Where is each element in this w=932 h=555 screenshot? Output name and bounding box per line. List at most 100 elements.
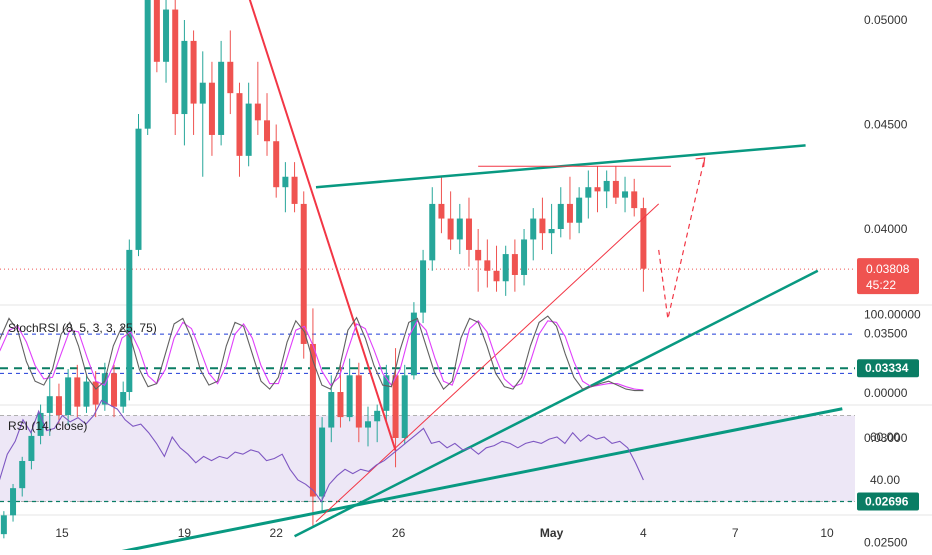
candle-body [291, 176, 298, 204]
candle [291, 162, 298, 213]
candle-body [337, 392, 344, 418]
candle-body [374, 410, 381, 422]
stochrsi-tick-label: 100.00000 [864, 308, 921, 322]
candle [65, 369, 72, 426]
rsi-band [0, 333, 855, 502]
candle-body [28, 435, 35, 461]
time-tick-label: 15 [55, 526, 69, 540]
candle-body [328, 392, 335, 428]
candle-body [465, 218, 472, 250]
candle-body [65, 377, 72, 416]
candle-body [557, 203, 564, 229]
candle [612, 166, 619, 204]
projection-path [658, 157, 706, 320]
candle-body [300, 203, 307, 344]
candle-body [410, 312, 417, 376]
candle [603, 170, 610, 209]
candle [622, 176, 629, 213]
candle-body [153, 0, 160, 62]
wedge-bottom-line [315, 203, 660, 522]
candle [502, 245, 509, 296]
candle-body [631, 191, 638, 209]
candle-body [46, 396, 53, 413]
candle [208, 61, 215, 156]
candle [264, 93, 271, 156]
candle-body [37, 412, 44, 436]
candle [10, 483, 17, 522]
candle [199, 51, 206, 177]
candle-body [566, 203, 573, 223]
candle [55, 383, 62, 424]
candle-body [74, 377, 81, 407]
candle-body [190, 40, 197, 104]
candle [585, 170, 592, 219]
candle [282, 162, 289, 213]
candle-body [346, 375, 353, 418]
candle [410, 302, 417, 380]
time-tick-label: 10 [820, 526, 834, 540]
candle [539, 197, 546, 250]
candle [254, 61, 261, 135]
candle-body [55, 396, 62, 416]
candle-body [208, 82, 215, 135]
candle [144, 0, 151, 135]
candle-body [236, 93, 243, 156]
candle-body [181, 40, 188, 115]
candle [640, 197, 647, 292]
candle-body [484, 260, 491, 271]
candle-body [144, 0, 151, 129]
candle [120, 381, 127, 413]
candle-body [548, 229, 555, 234]
candle-body [622, 191, 629, 198]
candle-body [530, 218, 537, 240]
stochrsi-label: StochRSI (8, 5, 3, 3, 25, 75) [8, 321, 157, 335]
time-tick-label: 7 [732, 526, 739, 540]
candle-body [254, 103, 261, 121]
candle [447, 191, 454, 250]
candle-body [502, 254, 509, 282]
candle [631, 178, 638, 217]
candle [548, 203, 555, 255]
candle [594, 166, 601, 213]
candle [135, 114, 142, 257]
candle [566, 176, 573, 240]
candle [465, 197, 472, 267]
rsi-tick-label: 60.00 [870, 430, 900, 444]
horizontal-levels [0, 268, 855, 503]
current-price-label-bg [857, 258, 919, 295]
candles [0, 0, 647, 539]
candle-body [264, 120, 271, 142]
time-tick-label: 4 [640, 526, 647, 540]
candle-body [603, 180, 610, 192]
candle-body [447, 218, 454, 240]
rsi-band-fill [0, 415, 855, 502]
candle-body [429, 203, 436, 261]
price-tick-label: 0.03500 [864, 327, 908, 341]
candle-body [92, 381, 99, 405]
candle [365, 406, 371, 447]
candle [484, 239, 491, 288]
candle-body [420, 260, 427, 313]
candle-body [0, 515, 7, 535]
trendline-drawings [96, 0, 843, 555]
rsi-line [0, 399, 644, 503]
candle [172, 0, 179, 135]
candle-body [101, 373, 108, 405]
candle-body [475, 249, 482, 261]
candle [374, 404, 381, 443]
candle-body [309, 343, 316, 497]
candle [153, 0, 160, 73]
candle-body [456, 218, 463, 240]
candle [355, 362, 362, 443]
time-tick-label: May [540, 526, 564, 540]
candle-body [521, 239, 528, 275]
channel-bottom-line [293, 269, 819, 538]
candle [163, 0, 170, 83]
candle-body [585, 187, 592, 198]
price-tick-label: 0.05000 [864, 13, 908, 27]
candle [236, 82, 243, 177]
candle-body [355, 375, 362, 428]
